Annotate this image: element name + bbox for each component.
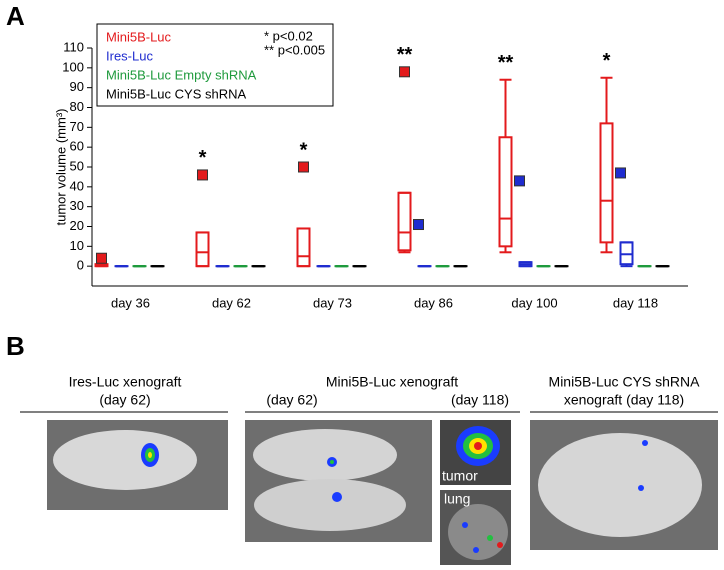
outlier: [96, 252, 107, 264]
mouse: [254, 479, 406, 531]
group-subtitle: (day 118): [451, 392, 509, 408]
y-tick-label: 80: [70, 99, 84, 114]
y-axis-label: tumor volume (mm³): [53, 108, 68, 225]
signal: [642, 440, 648, 446]
outlier: [399, 66, 410, 78]
box: [195, 231, 210, 268]
significance: **: [397, 44, 413, 66]
legend-entry: Mini5B-Luc CYS shRNA: [106, 86, 246, 101]
y-tick-label: 60: [70, 139, 84, 154]
y-tick-label: 50: [70, 158, 84, 173]
annotation: ** p<0.005: [264, 42, 325, 57]
significance: *: [199, 147, 207, 169]
group-title: Ires-Luc xenograft: [69, 374, 182, 390]
signal: [330, 460, 334, 464]
y-tick-label: 30: [70, 198, 84, 213]
significance: *: [603, 50, 611, 72]
panel-label: B: [6, 331, 25, 361]
y-tick-label: 90: [70, 79, 84, 94]
x-tick-label: day 86: [414, 295, 453, 310]
inset-label: tumor: [442, 468, 478, 484]
panel-label: A: [6, 1, 25, 31]
signal: [332, 492, 342, 502]
box: [296, 227, 311, 268]
legend-box: [96, 23, 334, 107]
signal: [474, 442, 482, 450]
signal: [487, 535, 493, 541]
y-tick-label: 10: [70, 238, 84, 253]
organ: [448, 504, 508, 560]
y-tick-label: 0: [77, 258, 84, 273]
signal: [638, 485, 644, 491]
mouse: [253, 429, 397, 481]
outlier: [197, 169, 208, 181]
group-subtitle: (day 62): [266, 392, 317, 408]
y-tick-label: 40: [70, 178, 84, 193]
annotation: * p<0.02: [264, 28, 313, 43]
legend-entry: Mini5B-Luc: [106, 29, 172, 44]
x-tick-label: day 118: [613, 295, 658, 310]
outlier: [514, 175, 525, 187]
box: [397, 191, 412, 252]
signal: [473, 547, 479, 553]
legend-entry: Ires-Luc: [106, 48, 153, 63]
box: [498, 136, 513, 248]
box: [599, 122, 614, 244]
outlier: [615, 167, 626, 179]
outlier: [298, 161, 309, 173]
y-tick-label: 20: [70, 218, 84, 233]
significance: *: [300, 139, 308, 161]
panel-b: B Ires-Luc xenograft (day 62) Mini5B-Luc…: [6, 331, 718, 565]
y-tick-label: 110: [63, 39, 84, 54]
x-tick-label: day 36: [111, 295, 150, 310]
signal: [462, 522, 468, 528]
x-tick-label: day 73: [313, 295, 352, 310]
mouse: [538, 433, 702, 537]
x-tick-label: day 100: [511, 295, 557, 310]
x-tick-label: day 62: [212, 295, 251, 310]
group-subtitle: (day 62): [99, 392, 150, 408]
legend-entry: Mini5B-Luc Empty shRNA: [106, 67, 257, 82]
group-title: Mini5B-Luc CYS shRNA: [549, 374, 701, 390]
group-title: Mini5B-Luc xenograft: [326, 374, 458, 390]
y-tick-label: 70: [70, 119, 84, 134]
signal: [148, 452, 152, 458]
group-subtitle: xenograft (day 118): [564, 392, 684, 408]
outlier: [413, 219, 424, 231]
y-tick-label: 100: [62, 59, 84, 74]
significance: **: [498, 52, 514, 74]
inset-label: lung: [444, 491, 470, 507]
mouse: [53, 430, 197, 490]
signal: [497, 542, 503, 548]
